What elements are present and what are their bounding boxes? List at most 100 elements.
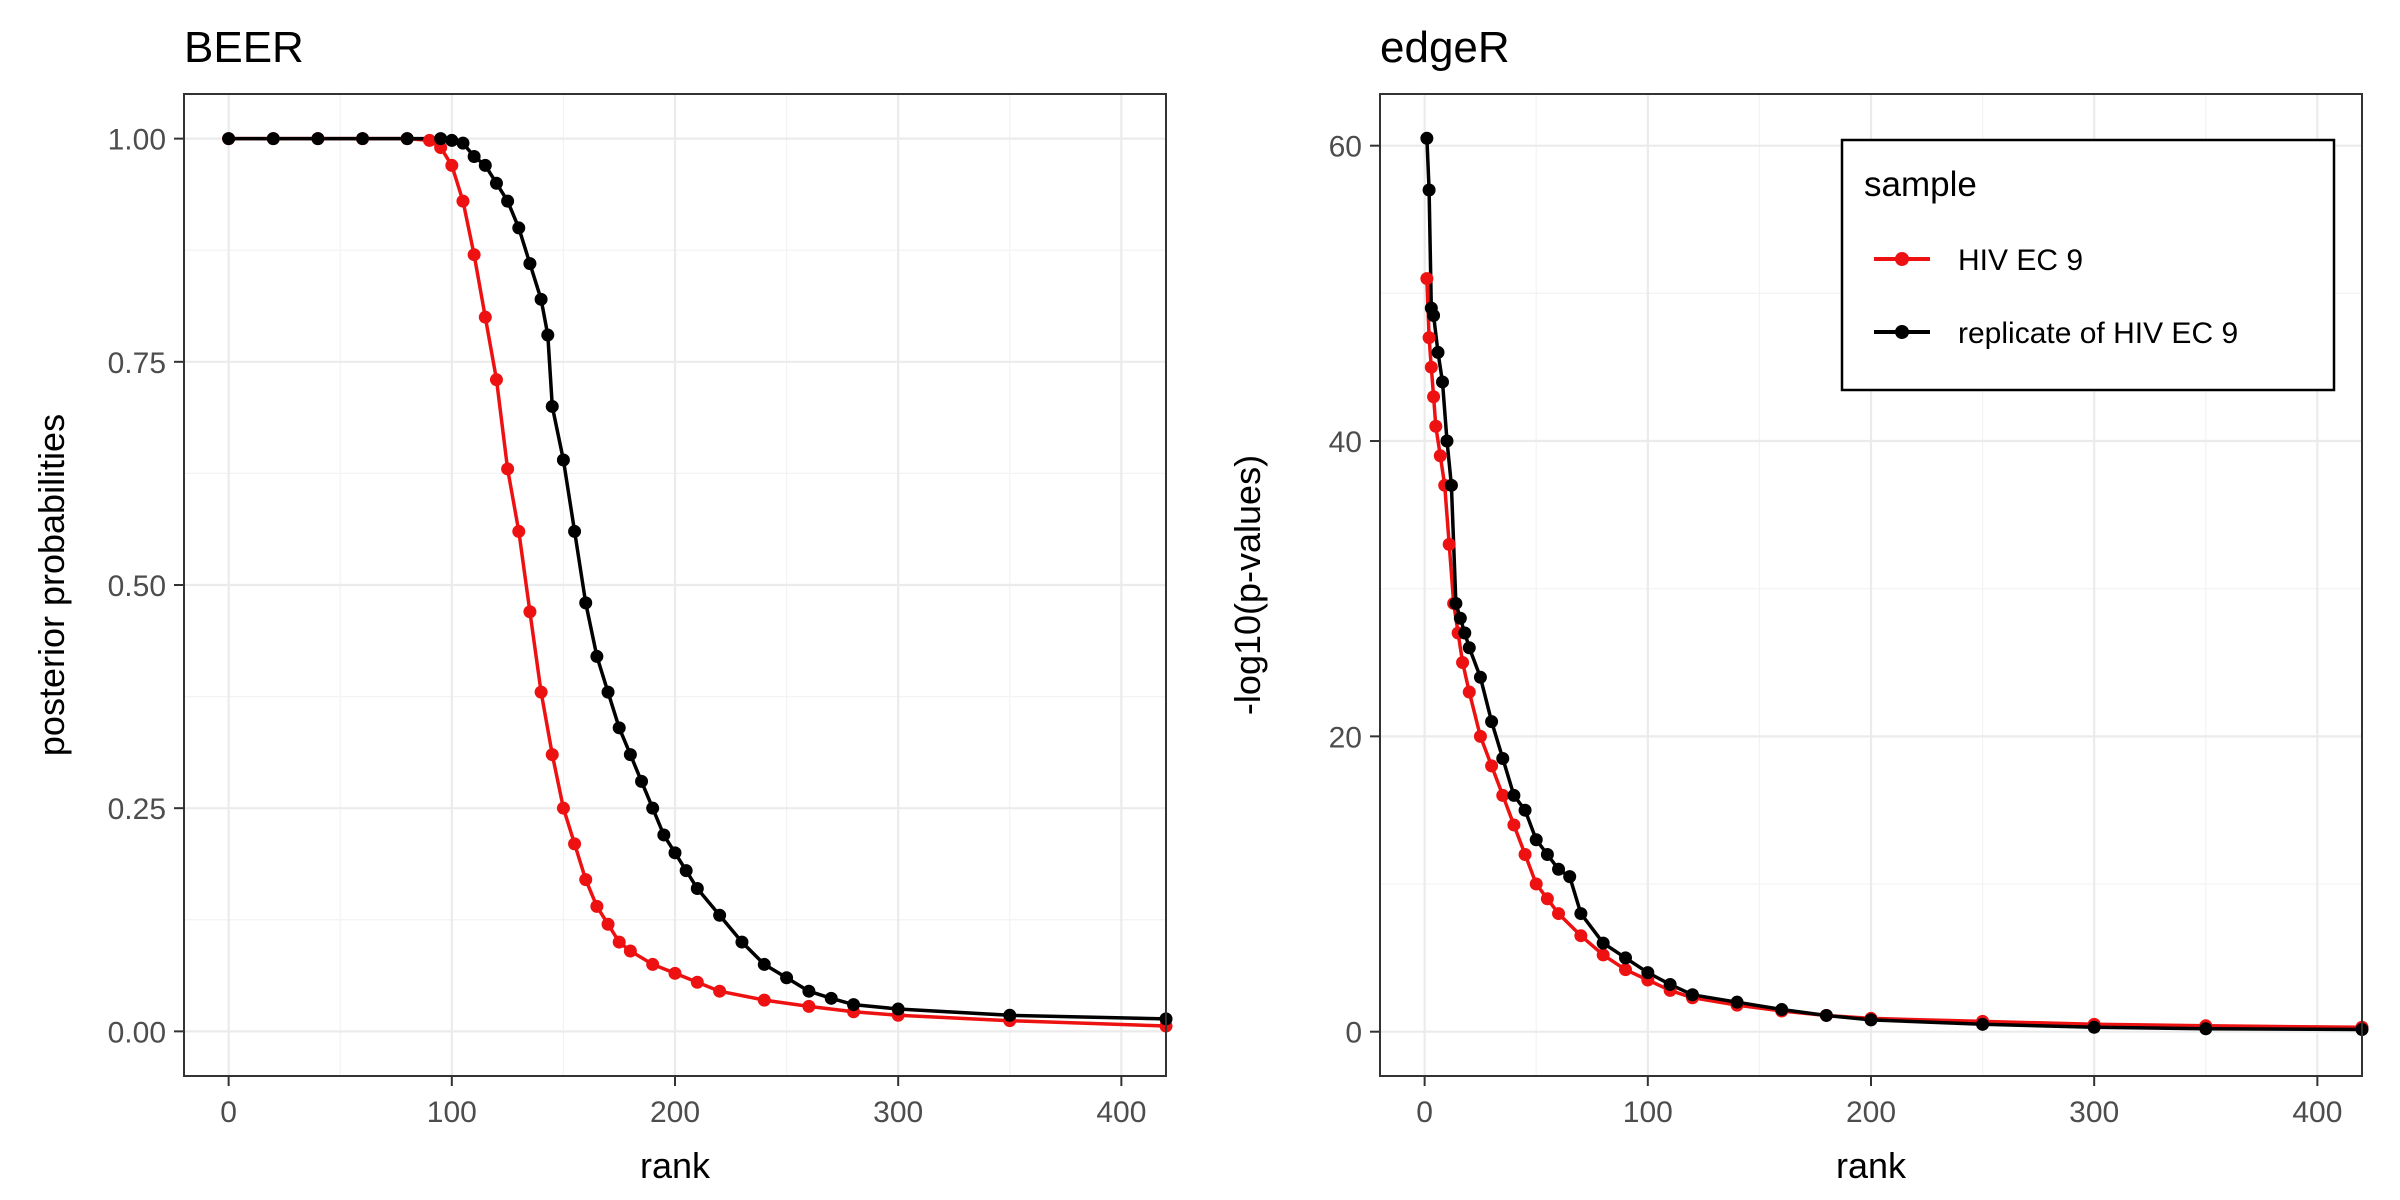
- edger-point-replicate-of-hiv-ec-9: [1458, 626, 1472, 640]
- beer-x-axis-title: rank: [640, 1145, 711, 1186]
- beer-point-replicate-of-hiv-ec-9: [612, 721, 626, 735]
- legend-swatch-point-hiv-ec-9: [1895, 252, 1909, 266]
- edger-point-replicate-of-hiv-ec-9: [1431, 345, 1445, 359]
- edger-point-replicate-of-hiv-ec-9: [1507, 788, 1521, 802]
- edger-point-replicate-of-hiv-ec-9: [1663, 977, 1677, 991]
- beer-y-tick-label: 0.75: [108, 347, 166, 380]
- edger-point-hiv-ec-9: [1427, 390, 1441, 404]
- edger-point-replicate-of-hiv-ec-9: [1518, 803, 1532, 817]
- edger-point-replicate-of-hiv-ec-9: [1819, 1008, 1833, 1022]
- edger-panel: 0 100 200 300 400 0 20 40 60 edgeR rank -log10(p…: [1227, 23, 2369, 1186]
- edger-point-replicate-of-hiv-ec-9: [1730, 995, 1744, 1009]
- edger-x-tick-label: 400: [2292, 1096, 2342, 1129]
- edger-point-hiv-ec-9: [1619, 963, 1632, 977]
- edger-point-replicate-of-hiv-ec-9: [1462, 641, 1476, 655]
- beer-point-replicate-of-hiv-ec-9: [891, 1002, 905, 1016]
- beer-point-replicate-of-hiv-ec-9: [501, 194, 515, 208]
- beer-point-replicate-of-hiv-ec-9: [266, 132, 280, 146]
- beer-y-tick-label: 0.50: [108, 570, 166, 603]
- beer-series-line-hiv-ec-9: [228, 136, 1166, 1028]
- beer-y-tick-label: 1.00: [108, 124, 166, 157]
- beer-point-hiv-ec-9: [456, 194, 470, 208]
- beer-x-tick-label: 100: [427, 1096, 477, 1129]
- edger-point-replicate-of-hiv-ec-9: [1864, 1013, 1878, 1027]
- edger-point-hiv-ec-9: [1422, 331, 1436, 345]
- edger-point-replicate-of-hiv-ec-9: [1775, 1003, 1789, 1017]
- beer-point-hiv-ec-9: [467, 248, 481, 262]
- beer-point-hiv-ec-9: [802, 999, 816, 1013]
- beer-point-hiv-ec-9: [612, 935, 626, 949]
- beer-point-replicate-of-hiv-ec-9: [1003, 1008, 1017, 1022]
- edger-point-replicate-of-hiv-ec-9: [1641, 966, 1655, 980]
- legend: sample HIV EC 9 replicate of HIV EC 9: [1840, 138, 2336, 392]
- legend-title: sample: [1864, 165, 1977, 204]
- beer-point-hiv-ec-9: [512, 524, 526, 538]
- legend-swatch-point-replicate: [1895, 325, 1909, 339]
- beer-point-hiv-ec-9: [623, 944, 637, 958]
- beer-point-replicate-of-hiv-ec-9: [735, 935, 749, 949]
- edger-point-hiv-ec-9: [1420, 272, 1434, 286]
- beer-point-hiv-ec-9: [757, 993, 771, 1007]
- beer-point-hiv-ec-9: [445, 158, 459, 172]
- edger-point-hiv-ec-9: [1574, 929, 1588, 943]
- edger-point-replicate-of-hiv-ec-9: [1485, 715, 1499, 729]
- edger-point-replicate-of-hiv-ec-9: [1529, 833, 1543, 847]
- edger-x-tick-label: 200: [1846, 1096, 1896, 1129]
- beer-point-hiv-ec-9: [423, 133, 436, 147]
- edger-point-replicate-of-hiv-ec-9: [1422, 183, 1436, 197]
- edger-point-replicate-of-hiv-ec-9: [1540, 847, 1554, 861]
- edger-x-tick-label: 100: [1623, 1096, 1673, 1129]
- edger-y-tick-label: 60: [1329, 131, 1362, 164]
- beer-point-hiv-ec-9: [556, 801, 570, 815]
- beer-point-replicate-of-hiv-ec-9: [824, 991, 838, 1005]
- beer-panel: 0 100 200 300 400 0.00 0.25 0.50 0.75 1.00 BEER r…: [31, 23, 1173, 1186]
- beer-point-replicate-of-hiv-ec-9: [512, 221, 526, 235]
- edger-point-hiv-ec-9: [1424, 360, 1438, 374]
- legend-entry-hiv-ec-9: HIV EC 9: [1874, 244, 2083, 277]
- edger-point-hiv-ec-9: [1442, 537, 1456, 551]
- edger-point-hiv-ec-9: [1596, 948, 1610, 962]
- edger-point-replicate-of-hiv-ec-9: [1453, 611, 1467, 625]
- beer-point-replicate-of-hiv-ec-9: [489, 176, 503, 190]
- beer-point-hiv-ec-9: [690, 975, 704, 989]
- legend-box: [1840, 138, 2336, 392]
- beer-point-replicate-of-hiv-ec-9: [545, 399, 559, 413]
- edger-point-replicate-of-hiv-ec-9: [1427, 309, 1441, 323]
- beer-point-replicate-of-hiv-ec-9: [802, 984, 816, 998]
- edger-point-replicate-of-hiv-ec-9: [1444, 478, 1458, 492]
- beer-point-replicate-of-hiv-ec-9: [668, 846, 682, 860]
- beer-point-replicate-of-hiv-ec-9: [478, 158, 492, 172]
- edger-point-replicate-of-hiv-ec-9: [1473, 670, 1487, 684]
- beer-point-replicate-of-hiv-ec-9: [356, 132, 370, 146]
- beer-point-hiv-ec-9: [579, 873, 593, 887]
- beer-point-replicate-of-hiv-ec-9: [568, 524, 582, 538]
- edger-point-replicate-of-hiv-ec-9: [2087, 1020, 2101, 1034]
- edger-x-tick-label: 0: [1416, 1096, 1433, 1129]
- edger-point-hiv-ec-9: [1529, 877, 1543, 891]
- beer-panel-border: [183, 93, 1167, 1077]
- beer-point-replicate-of-hiv-ec-9: [579, 596, 593, 610]
- legend-label-replicate: replicate of HIV EC 9: [1958, 317, 2238, 350]
- edger-point-replicate-of-hiv-ec-9: [1435, 375, 1449, 389]
- edger-point-hiv-ec-9: [1507, 818, 1521, 832]
- beer-point-replicate-of-hiv-ec-9: [400, 132, 414, 146]
- beer-point-replicate-of-hiv-ec-9: [690, 882, 704, 896]
- beer-x-tick-label: 300: [873, 1096, 923, 1129]
- beer-point-hiv-ec-9: [568, 837, 582, 851]
- edger-point-replicate-of-hiv-ec-9: [1563, 870, 1577, 884]
- beer-x-tick-label: 0: [220, 1096, 237, 1129]
- beer-point-replicate-of-hiv-ec-9: [847, 998, 861, 1012]
- edger-y-tick-label: 20: [1329, 721, 1362, 754]
- beer-point-hiv-ec-9: [545, 748, 559, 762]
- edger-point-hiv-ec-9: [1496, 788, 1510, 802]
- legend-label-hiv-ec-9: HIV EC 9: [1958, 244, 2083, 277]
- beer-point-replicate-of-hiv-ec-9: [556, 453, 570, 467]
- edger-point-hiv-ec-9: [1462, 685, 1476, 699]
- beer-point-replicate-of-hiv-ec-9: [541, 328, 555, 342]
- beer-y-axis-title: posterior probabilities: [31, 414, 72, 756]
- beer-point-replicate-of-hiv-ec-9: [623, 748, 637, 762]
- edger-y-tick-label: 40: [1329, 426, 1362, 459]
- beer-y-tick-label: 0.00: [108, 1016, 166, 1049]
- beer-point-replicate-of-hiv-ec-9: [222, 132, 236, 146]
